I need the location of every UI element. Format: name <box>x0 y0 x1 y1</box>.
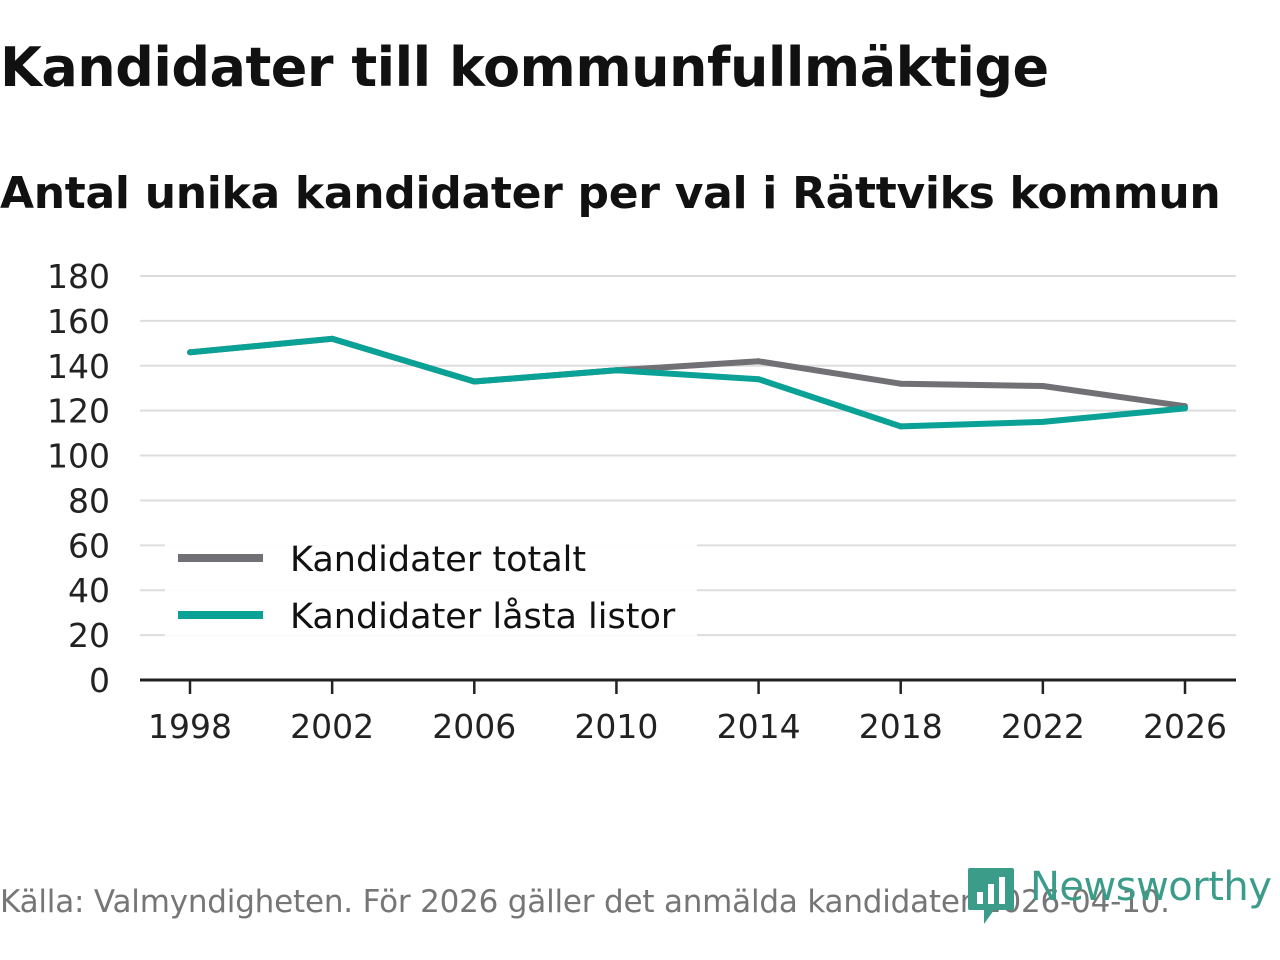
y-tick-label: 20 <box>68 616 110 655</box>
y-tick-label: 80 <box>68 481 110 520</box>
logo-text: Newsworthy <box>1030 864 1272 910</box>
x-tick-label: 2018 <box>859 707 943 746</box>
x-tick-label: 2002 <box>290 707 374 746</box>
y-tick-label: 180 <box>47 257 110 296</box>
y-tick-label: 140 <box>47 347 110 386</box>
y-tick-label: 100 <box>47 437 110 476</box>
x-tick-label: 2010 <box>574 707 658 746</box>
y-tick-label: 0 <box>89 661 110 700</box>
x-tick-label: 2006 <box>432 707 516 746</box>
x-tick-label: 2014 <box>717 707 801 746</box>
x-tick-label: 1998 <box>148 707 232 746</box>
data-point <box>187 349 193 356</box>
data-point <box>1182 405 1188 412</box>
data-point <box>755 358 762 365</box>
newsworthy-logo-icon <box>968 868 1014 924</box>
x-tick-label: 2026 <box>1143 707 1227 746</box>
legend-label: Kandidater låsta listor <box>290 596 676 637</box>
y-tick-label: 120 <box>47 392 110 431</box>
data-point <box>471 378 478 385</box>
data-point <box>755 376 762 383</box>
data-point <box>897 380 904 387</box>
y-axis-ticks: 0 20 40 60 80 100 120 140 160 180 <box>47 257 110 700</box>
y-tick-label: 60 <box>68 526 110 565</box>
series-line-kandidater-lasta-listor <box>189 335 1186 430</box>
brand-logo[interactable]: Newsworthy <box>964 864 1272 926</box>
series-lines <box>187 335 1188 430</box>
data-point <box>329 335 336 342</box>
x-axis-ticks: 1998 2002 2006 2010 2014 2018 2022 2026 <box>140 678 1236 746</box>
data-point <box>897 423 904 430</box>
x-tick-label: 2022 <box>1001 707 1085 746</box>
data-point <box>1039 418 1046 425</box>
legend: Kandidater totalt Kandidater låsta listor <box>165 540 697 637</box>
data-point <box>613 367 620 374</box>
y-tick-label: 40 <box>68 571 110 610</box>
chart-subtitle: Antal unika kandidater per val i Rättvik… <box>0 168 1221 219</box>
legend-label: Kandidater totalt <box>290 540 586 580</box>
data-point <box>1039 382 1046 389</box>
y-tick-label: 160 <box>47 302 110 341</box>
chart-title: Kandidater till kommunfullmäktige <box>0 36 1049 99</box>
